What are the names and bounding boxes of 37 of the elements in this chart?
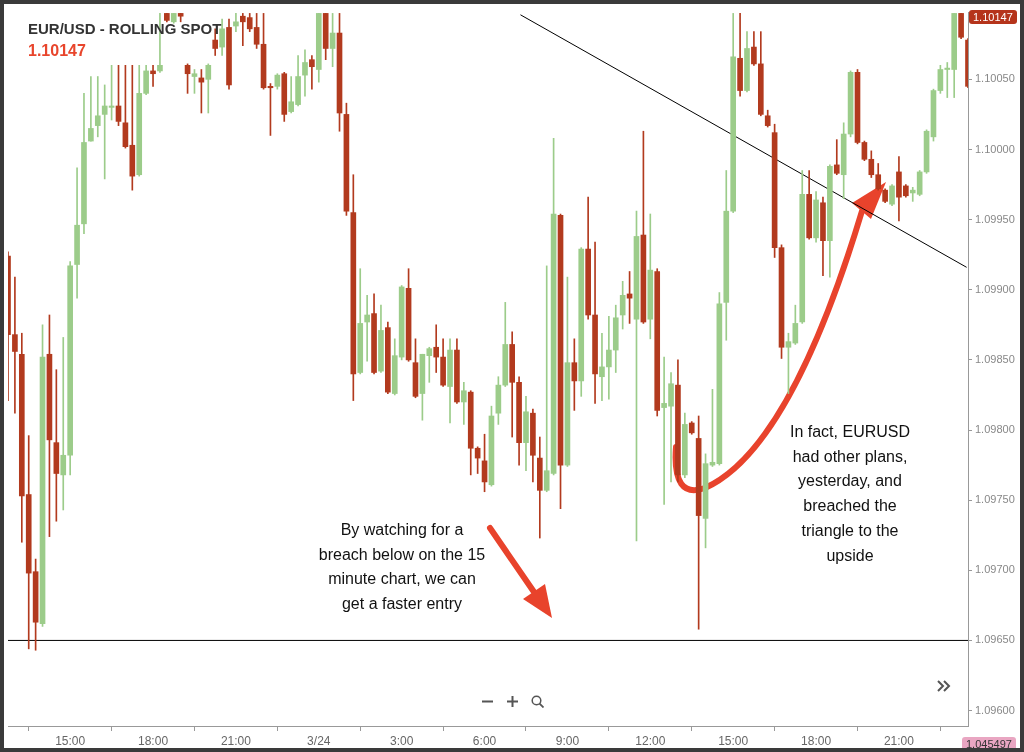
x-tick-label: 18:00 xyxy=(138,733,169,748)
candlestick xyxy=(233,13,239,32)
annotation: By watching for a breach below on the 15 minute chart, we can get a faster entry xyxy=(317,520,487,614)
text: EUR/USD - ROLLING SPOT xyxy=(28,20,222,37)
x-tick-label: 9:00 xyxy=(555,733,580,748)
y-tick-label: 1.09750 xyxy=(975,493,1015,506)
x-tick-label: 6:00 xyxy=(472,733,497,748)
y-tick-label: 1.09800 xyxy=(975,423,1015,436)
x-tick-label: 3/24 xyxy=(307,733,331,748)
y-tick-label: 1.09700 xyxy=(975,563,1015,576)
candlestick xyxy=(94,76,101,138)
candlestick xyxy=(364,295,370,362)
x-tick-label: 21:00 xyxy=(220,733,252,748)
candlestick xyxy=(309,55,315,90)
x-tick-label: 21:00 xyxy=(883,733,915,748)
x-tick-label: 18:00 xyxy=(801,733,832,748)
candlestick xyxy=(833,139,840,176)
y-tick-label: 1.09950 xyxy=(975,212,1015,225)
x-tick-label: 12:00 xyxy=(635,733,666,748)
text: 1.10147 xyxy=(969,10,1017,24)
candlestick xyxy=(88,76,94,142)
y-tick-label: 1.10000 xyxy=(975,142,1015,155)
x-tick-label: 15:00 xyxy=(55,733,86,748)
candlestick xyxy=(150,64,156,87)
text: 1.045497 xyxy=(962,737,1016,751)
annotation: In fact, EURUSD had other plans, yesterday, and breached the triangle to the upside xyxy=(789,422,911,566)
x-tick-label: 3:00 xyxy=(389,733,414,748)
candlestick xyxy=(599,332,605,401)
text: 1.10147 xyxy=(28,42,86,60)
y-tick-label: 1.09850 xyxy=(975,352,1015,365)
y-tick-label: 1.09900 xyxy=(975,282,1015,295)
candlestick xyxy=(606,316,612,400)
y-tick-label: 1.09650 xyxy=(975,633,1015,646)
candlestick xyxy=(433,324,440,373)
y-tick-label: 1.10050 xyxy=(975,72,1015,85)
x-tick-label: 15:00 xyxy=(718,733,749,748)
y-tick-label: 1.09600 xyxy=(975,703,1015,716)
